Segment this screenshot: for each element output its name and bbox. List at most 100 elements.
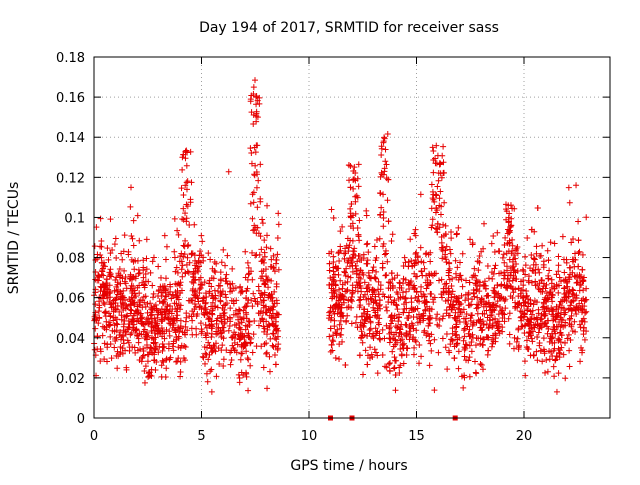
data-point	[440, 159, 447, 166]
data-point	[379, 264, 386, 271]
data-point	[385, 176, 392, 183]
data-point	[434, 220, 441, 227]
data-point	[349, 212, 356, 219]
data-point	[566, 363, 573, 370]
data-point	[568, 323, 575, 330]
data-point	[141, 321, 148, 328]
data-point	[428, 347, 435, 354]
data-point	[208, 325, 215, 332]
data-point	[430, 169, 437, 176]
data-point	[426, 333, 433, 340]
data-point	[574, 279, 581, 286]
data-point	[260, 256, 267, 263]
data-point	[327, 348, 334, 355]
data-point	[523, 292, 530, 299]
data-point	[465, 302, 472, 309]
data-point	[575, 218, 582, 225]
data-point	[128, 184, 135, 191]
data-point	[437, 188, 444, 195]
data-point	[265, 292, 272, 299]
data-point	[145, 278, 152, 285]
data-point	[399, 341, 406, 348]
data-point	[330, 274, 337, 281]
data-point	[568, 239, 575, 246]
data-point	[463, 357, 470, 364]
data-point	[543, 305, 550, 312]
data-point	[326, 267, 333, 274]
data-point	[437, 211, 444, 218]
data-point	[509, 247, 516, 254]
data-point	[373, 268, 380, 275]
data-point	[95, 308, 102, 315]
data-point	[376, 315, 383, 322]
data-point	[161, 308, 168, 315]
data-point	[214, 330, 221, 337]
data-point	[479, 342, 486, 349]
data-point	[449, 275, 456, 282]
data-point	[480, 336, 487, 343]
data-point	[119, 275, 126, 282]
data-point	[204, 311, 211, 318]
data-point	[460, 327, 467, 334]
data-point	[350, 185, 357, 192]
data-point	[475, 317, 482, 324]
data-point	[101, 340, 108, 347]
data-point	[182, 148, 189, 155]
data-point	[182, 344, 189, 351]
data-point	[140, 345, 147, 352]
data-point	[558, 316, 565, 323]
data-point	[452, 332, 459, 339]
data-point	[382, 247, 389, 254]
data-point	[485, 324, 492, 331]
data-point	[381, 168, 388, 175]
data-point	[354, 288, 361, 295]
data-point	[451, 355, 458, 362]
data-point	[560, 351, 567, 358]
data-point	[528, 226, 535, 233]
data-point	[360, 371, 367, 378]
data-point	[260, 268, 267, 275]
data-point	[331, 323, 338, 330]
data-point	[367, 295, 374, 302]
data-point	[446, 246, 453, 253]
data-point	[113, 283, 120, 290]
y-tick-label: 0.04	[56, 332, 85, 347]
data-point	[203, 370, 210, 377]
data-point	[193, 331, 200, 338]
data-point	[364, 240, 371, 247]
data-point	[171, 254, 178, 261]
data-point	[271, 351, 278, 358]
data-point	[539, 358, 546, 365]
data-point	[565, 331, 572, 338]
data-point	[342, 250, 349, 257]
data-point	[260, 277, 267, 284]
data-point	[143, 266, 150, 273]
data-point	[187, 196, 194, 203]
data-point	[200, 354, 207, 361]
data-point	[118, 333, 125, 340]
data-point	[501, 269, 508, 276]
data-point	[269, 321, 276, 328]
data-point	[356, 237, 363, 244]
data-point	[475, 267, 482, 274]
data-point	[390, 365, 397, 372]
data-point	[506, 331, 513, 338]
data-point	[531, 315, 538, 322]
data-point	[384, 197, 391, 204]
data-point	[558, 298, 565, 305]
data-point	[356, 217, 363, 224]
data-point	[332, 282, 339, 289]
data-point	[95, 277, 102, 284]
data-point	[403, 352, 410, 359]
data-point	[537, 316, 544, 323]
data-point	[329, 337, 336, 344]
data-point	[376, 297, 383, 304]
data-point	[451, 314, 458, 321]
data-point	[202, 299, 209, 306]
data-point	[433, 315, 440, 322]
data-point	[108, 355, 115, 362]
data-point	[106, 322, 113, 329]
data-point	[152, 346, 159, 353]
data-point	[275, 327, 282, 334]
data-point	[353, 313, 360, 320]
